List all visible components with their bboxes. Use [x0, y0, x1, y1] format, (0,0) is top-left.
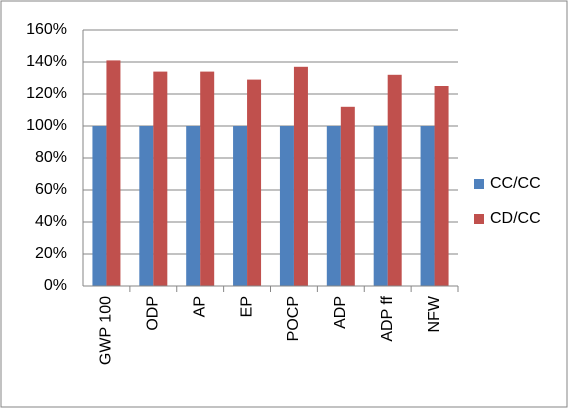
x-tick-label: EP: [238, 296, 255, 317]
y-tick-label: 60%: [35, 181, 67, 198]
bar: [420, 126, 435, 286]
bar: [247, 79, 262, 286]
bar: [200, 71, 215, 286]
bar: [434, 86, 449, 286]
x-tick-label: ODP: [145, 296, 162, 331]
bar: [139, 126, 154, 286]
bar: [153, 71, 168, 286]
bar: [106, 60, 121, 287]
x-tick-label: POCP: [285, 296, 302, 341]
legend-swatch: [474, 214, 484, 224]
bar: [233, 126, 248, 286]
x-tick-label: GWP 100: [98, 296, 115, 365]
y-tick-label: 20%: [35, 245, 67, 262]
bar: [326, 126, 341, 286]
legend-swatch: [474, 179, 484, 189]
y-tick-label: 140%: [26, 53, 67, 70]
x-tick-label: AP: [191, 296, 208, 317]
legend-label: CC/CC: [490, 175, 541, 192]
x-tick-label: ADP ff: [379, 295, 396, 341]
y-tick-label: 80%: [35, 149, 67, 166]
legend-label: CD/CC: [490, 210, 541, 227]
y-tick-label: 0%: [44, 277, 67, 294]
x-tick-label: ADP: [332, 296, 349, 329]
bar: [186, 126, 201, 286]
bar: [387, 74, 402, 286]
bar: [340, 106, 355, 286]
bar: [293, 66, 308, 286]
y-tick-label: 160%: [26, 21, 67, 38]
y-tick-label: 120%: [26, 85, 67, 102]
y-tick-label: 100%: [26, 117, 67, 134]
bar: [279, 126, 294, 286]
x-tick-label: NFW: [426, 295, 443, 332]
y-tick-label: 40%: [35, 213, 67, 230]
bar: [92, 126, 107, 286]
bar: [373, 126, 388, 286]
